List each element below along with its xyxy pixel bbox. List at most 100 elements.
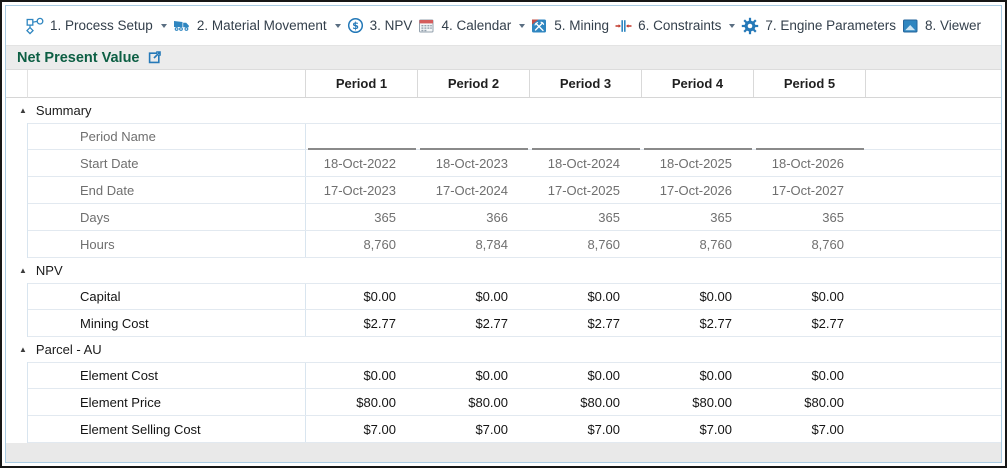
column-header-period-2: Period 2: [418, 70, 530, 97]
value-cell: 365: [374, 209, 396, 225]
panel-title-bar: Net Present Value: [6, 46, 1001, 70]
column-header-period-3: Period 3: [530, 70, 642, 97]
value-cell[interactable]: $0.00: [811, 289, 844, 304]
value-cell: 8,760: [587, 236, 620, 252]
toolbar-item-calendar[interactable]: 4. Calendar: [418, 18, 526, 34]
value-cell[interactable]: $80.00: [804, 394, 844, 410]
row-indent-cell: [6, 389, 28, 416]
value-cell[interactable]: $0.00: [699, 368, 732, 383]
toolbar-item-npv[interactable]: $ 3. NPV: [347, 17, 413, 34]
value-cell: 18-Oct-2026: [771, 155, 844, 171]
toolbar-item-label: 5. Mining: [554, 18, 610, 33]
group-row-summary[interactable]: ▲ Summary: [6, 98, 1001, 123]
open-in-new-window-icon[interactable]: [147, 50, 162, 65]
group-label: NPV: [35, 263, 63, 278]
value-cell[interactable]: $2.77: [587, 315, 620, 331]
collapse-triangle-icon[interactable]: ▲: [19, 344, 27, 354]
trailing-cell: [866, 363, 1001, 388]
value-cell[interactable]: $0.00: [587, 368, 620, 383]
value-cell: 365: [598, 209, 620, 225]
toolbar-item-process-setup[interactable]: 1. Process Setup: [26, 17, 167, 35]
toolbar-item-mining[interactable]: 5. Mining: [531, 18, 609, 34]
row-indent-cell: [6, 177, 28, 204]
value-cell[interactable]: $0.00: [475, 289, 508, 304]
value-cell[interactable]: $2.77: [475, 315, 508, 331]
value-cell[interactable]: $80.00: [468, 394, 508, 410]
trailing-cell: [866, 204, 1001, 230]
value-cell[interactable]: $7.00: [475, 421, 508, 437]
table-row-mining-cost: Mining Cost $2.77 $2.77 $2.77 $2.77 $2.77: [6, 310, 1001, 337]
value-cell[interactable]: $0.00: [811, 368, 844, 383]
toolbar-item-engine-parameters[interactable]: 7. Engine Parameters: [741, 17, 896, 35]
mining-icon: [531, 18, 548, 34]
trailing-cell: [866, 310, 1001, 336]
value-cell[interactable]: $0.00: [475, 368, 508, 383]
row-label: Element Cost: [28, 363, 306, 388]
value-cell[interactable]: $80.00: [356, 394, 396, 410]
row-indent-cell: [6, 283, 28, 310]
group-row-parcel-au[interactable]: ▲ Parcel - AU: [6, 337, 1001, 362]
value-cell[interactable]: $2.77: [699, 315, 732, 331]
row-label: Element Price: [28, 389, 306, 415]
value-cell: 18-Oct-2022: [323, 155, 396, 171]
svg-text:$: $: [352, 21, 359, 32]
toolbar-item-label: 3. NPV: [369, 18, 413, 33]
group-row-npv[interactable]: ▲ NPV: [6, 258, 1001, 283]
table-row-element-selling-cost: Element Selling Cost $7.00 $7.00 $7.00 $7.00…: [6, 416, 1001, 443]
dropdown-caret-icon: [160, 23, 167, 28]
value-cell[interactable]: $7.00: [811, 421, 844, 437]
toolbar-item-constraints[interactable]: 6. Constraints: [615, 18, 736, 34]
column-header-period-4: Period 4: [642, 70, 754, 97]
value-cell[interactable]: $0.00: [363, 368, 396, 383]
table-row-days: Days 365 366 365 365 365: [6, 204, 1001, 231]
value-cell: 8,760: [811, 236, 844, 252]
value-cell[interactable]: $2.77: [811, 315, 844, 331]
period-name-input[interactable]: [642, 124, 754, 150]
header-trailing-cell: [866, 70, 1001, 97]
table-row-capital: Capital $0.00 $0.00 $0.00 $0.00 $0.00: [6, 283, 1001, 310]
row-label: Element Selling Cost: [28, 416, 306, 442]
row-indent-cell: [6, 231, 28, 258]
toolbar-item-label: 7. Engine Parameters: [765, 18, 896, 33]
row-label: Hours: [28, 231, 306, 257]
value-cell[interactable]: $7.00: [587, 421, 620, 437]
dropdown-caret-icon: [729, 23, 736, 28]
value-cell[interactable]: $7.00: [363, 421, 396, 437]
npv-icon: $: [347, 17, 364, 34]
period-name-input[interactable]: [306, 124, 418, 150]
period-name-input[interactable]: [530, 124, 642, 150]
group-label: Summary: [35, 103, 92, 118]
constraints-icon: [615, 18, 632, 34]
value-cell[interactable]: $0.00: [363, 289, 396, 304]
header-label-cell: [28, 70, 306, 97]
collapse-triangle-icon[interactable]: ▲: [19, 265, 27, 275]
collapse-triangle-icon[interactable]: ▲: [19, 105, 27, 115]
toolbar-item-viewer[interactable]: 8. Viewer: [902, 18, 981, 34]
row-label: Mining Cost: [28, 310, 306, 336]
value-cell[interactable]: $2.77: [363, 315, 396, 331]
value-cell[interactable]: $0.00: [587, 289, 620, 304]
toolbar-item-label: 2. Material Movement: [196, 18, 327, 33]
page-title: Net Present Value: [17, 49, 140, 66]
row-label: Start Date: [28, 150, 306, 176]
toolbar-item-material-movement[interactable]: 2. Material Movement: [173, 18, 341, 33]
ribbon-toolbar: 1. Process Setup 2. Material Movement: [6, 6, 1001, 46]
table-header-row: Period 1 Period 2 Period 3 Period 4 Peri…: [6, 70, 1001, 98]
period-name-input[interactable]: [418, 124, 530, 150]
value-cell: 17-Oct-2023: [323, 182, 396, 198]
table-row-end-date: End Date 17-Oct-2023 17-Oct-2024 17-Oct-202…: [6, 177, 1001, 204]
value-cell[interactable]: $0.00: [699, 289, 732, 304]
header-expander-cell: [6, 70, 28, 98]
value-cell[interactable]: $80.00: [580, 394, 620, 410]
trailing-cell: [866, 124, 1001, 149]
trailing-cell: [866, 231, 1001, 257]
period-name-input[interactable]: [754, 124, 866, 150]
table-row-element-price: Element Price $80.00 $80.00 $80.00 $80.00 $80…: [6, 389, 1001, 416]
dropdown-caret-icon: [519, 23, 526, 28]
value-cell: 17-Oct-2025: [547, 182, 620, 198]
value-cell[interactable]: $7.00: [699, 421, 732, 437]
value-cell[interactable]: $80.00: [692, 394, 732, 410]
dropdown-caret-icon: [334, 23, 341, 28]
trailing-cell: [866, 389, 1001, 415]
